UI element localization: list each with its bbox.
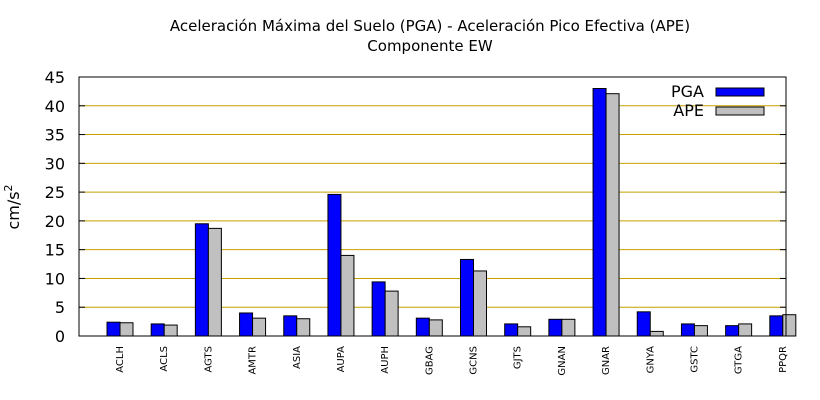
y-tick-label: 45	[45, 68, 65, 87]
x-tick-label: GNYA	[645, 346, 656, 374]
legend-label: APE	[673, 101, 704, 120]
x-tick-label: ACLS	[159, 346, 170, 372]
bar-ape-agts	[207, 227, 222, 337]
bar-ape-gtga	[738, 323, 753, 337]
x-tick-label: GBAG	[424, 346, 435, 375]
x-tick-label: GNAN	[557, 346, 568, 376]
y-tick-label: 25	[45, 183, 65, 202]
bar-pga-gstc	[680, 323, 695, 337]
grid-lines	[79, 105, 786, 308]
y-axis-label: cm/s2	[2, 184, 23, 229]
bar-ape-gbag	[428, 319, 443, 337]
y-tick-label: 20	[45, 212, 65, 231]
bar-ape-aclh	[119, 322, 134, 337]
y-tick-label: 0	[55, 327, 65, 346]
plot-frame	[78, 76, 787, 337]
y-tick-label: 30	[45, 154, 65, 173]
bar-pga-amtr	[239, 312, 254, 337]
bar-pga-asia	[283, 315, 298, 337]
x-tick-label: GTGA	[734, 346, 745, 374]
bar-ape-gcns	[473, 270, 487, 337]
legend-swatch	[715, 87, 765, 97]
bar-ape-ppqr	[782, 314, 797, 337]
x-tick-label: GNAR	[601, 346, 612, 375]
bar-pga-gtga	[725, 325, 740, 337]
x-tick-label: GSTC	[689, 346, 700, 373]
y-tick-label: 15	[45, 241, 65, 260]
x-tick-label: GJTS	[513, 346, 524, 369]
x-tick-label: AMTR	[248, 346, 259, 375]
y-tick-label: 10	[45, 269, 65, 288]
y-tick-label: 5	[55, 298, 65, 317]
bar-ape-gnan	[561, 318, 576, 337]
bar-ape-gstc	[693, 325, 708, 337]
x-tick-label: ASIA	[292, 346, 303, 369]
bar-pga-aclh	[106, 321, 121, 337]
bar-ape-acls	[163, 324, 178, 337]
legend-swatch	[715, 106, 765, 116]
bar-pga-acls	[150, 323, 165, 337]
bar-ape-gnar	[605, 93, 620, 337]
bar-pga-agts	[194, 223, 209, 337]
bar-ape-gnya	[649, 330, 664, 337]
bar-pga-auph	[371, 281, 386, 337]
bar-pga-aupa	[327, 193, 342, 337]
x-tick-label: AGTS	[203, 346, 214, 373]
legend-label: PGA	[671, 82, 704, 101]
bar-ape-asia	[296, 318, 311, 337]
axes: 0 5 10 15 20 25 30 35 40 45 ACLH ACLS AGTS AMTR ASIA AU…	[45, 68, 789, 376]
chart-subtitle: Componente EW	[367, 37, 493, 55]
chart-title: Aceleración Máxima del Suelo (PGA) - Ace…	[170, 17, 690, 35]
bar-ape-aupa	[340, 254, 355, 337]
y-tick-label: 40	[45, 97, 65, 116]
bar-ape-amtr	[252, 317, 267, 337]
bar-pga-gnan	[548, 318, 563, 337]
bars	[106, 88, 797, 337]
x-tick-label: PPQR	[778, 346, 789, 373]
bar-ape-auph	[384, 290, 399, 337]
bar-pga-gnar	[592, 88, 607, 337]
bar-pga-gcns	[460, 258, 474, 337]
x-tick-label: ACLH	[115, 346, 126, 373]
bar-pga-gbag	[415, 317, 430, 337]
bar-pga-ppqr	[769, 315, 784, 337]
bar-ape-gjts	[517, 326, 532, 337]
y-tick-label: 35	[45, 126, 65, 145]
bar-pga-gjts	[504, 323, 519, 337]
x-tick-label: GCNS	[469, 346, 480, 375]
x-tick-label: AUPA	[336, 346, 347, 373]
bar-pga-gnya	[636, 311, 651, 337]
x-tick-label: AUPH	[380, 346, 391, 374]
